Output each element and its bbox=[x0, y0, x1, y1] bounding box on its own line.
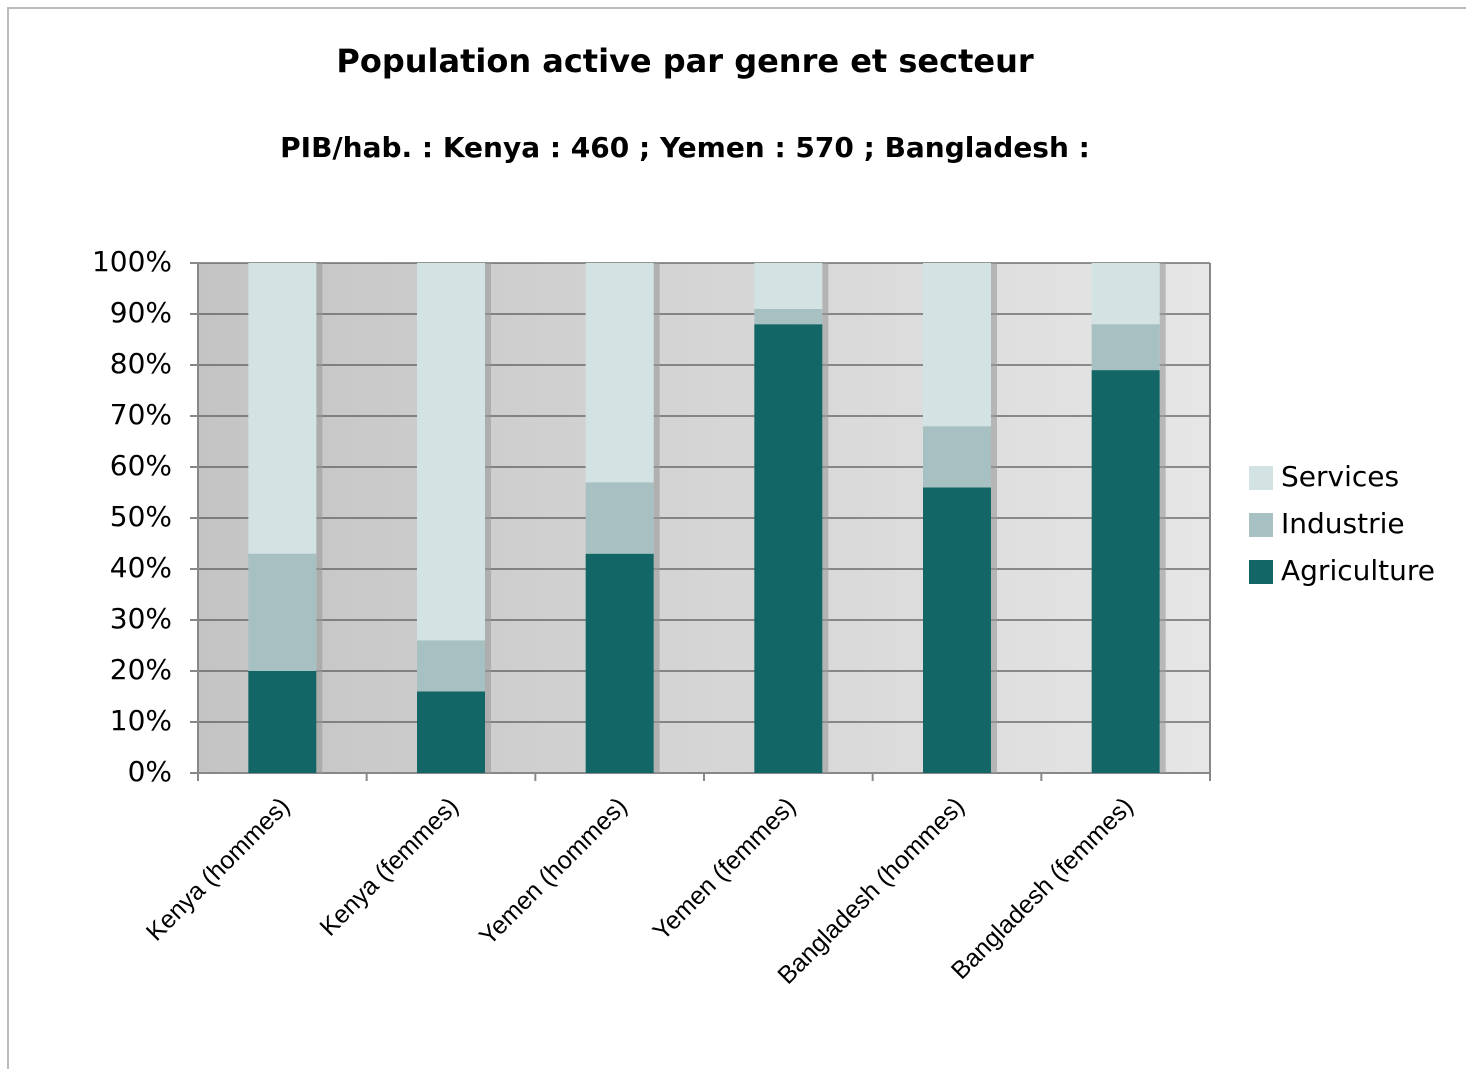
bar-segment bbox=[585, 482, 654, 554]
y-tick-label: 70% bbox=[110, 398, 172, 431]
bar-segment bbox=[248, 263, 317, 554]
bar-shadow bbox=[991, 263, 997, 773]
legend-swatch bbox=[1249, 513, 1273, 537]
bar-segment bbox=[923, 487, 991, 773]
bar-segment bbox=[248, 671, 317, 773]
bar-segment bbox=[417, 691, 485, 773]
chart-subtitle: PIB/hab. : Kenya : 460 ; Yemen : 570 ; B… bbox=[280, 131, 1090, 164]
bar-segment bbox=[417, 263, 485, 641]
bar-segment bbox=[923, 426, 991, 488]
y-tick-label: 60% bbox=[110, 449, 172, 482]
bar-segment bbox=[585, 263, 654, 483]
legend-label: Services bbox=[1281, 460, 1399, 493]
bar-segment bbox=[754, 308, 823, 325]
y-tick-label: 30% bbox=[110, 602, 172, 635]
bar-segment bbox=[754, 263, 823, 309]
chart-title: Population active par genre et secteur bbox=[336, 42, 1033, 80]
y-tick-label: 100% bbox=[92, 245, 172, 278]
bar-segment bbox=[923, 263, 991, 427]
bar-segment bbox=[1091, 263, 1160, 325]
y-tick-label: 50% bbox=[110, 500, 172, 533]
bar-segment bbox=[585, 553, 654, 773]
bar-shadow bbox=[822, 263, 829, 773]
legend-swatch bbox=[1249, 466, 1273, 490]
legend-label: Agriculture bbox=[1281, 554, 1435, 587]
bar-segment bbox=[248, 553, 317, 671]
y-tick-label: 80% bbox=[110, 347, 172, 380]
legend-label: Industrie bbox=[1281, 507, 1405, 540]
bar-shadow bbox=[485, 263, 491, 773]
y-tick-label: 0% bbox=[128, 755, 172, 788]
y-tick-label: 90% bbox=[110, 296, 172, 329]
y-tick-label: 10% bbox=[110, 704, 172, 737]
bar-shadow bbox=[316, 263, 323, 773]
legend-swatch bbox=[1249, 560, 1273, 584]
bar-segment bbox=[1091, 370, 1160, 773]
bar-segment bbox=[417, 640, 485, 692]
bar-segment bbox=[754, 324, 823, 773]
bar-shadow bbox=[653, 263, 660, 773]
y-tick-label: 20% bbox=[110, 653, 172, 686]
y-tick-label: 40% bbox=[110, 551, 172, 584]
bar-shadow bbox=[1159, 263, 1166, 773]
bar-segment bbox=[1091, 324, 1160, 371]
